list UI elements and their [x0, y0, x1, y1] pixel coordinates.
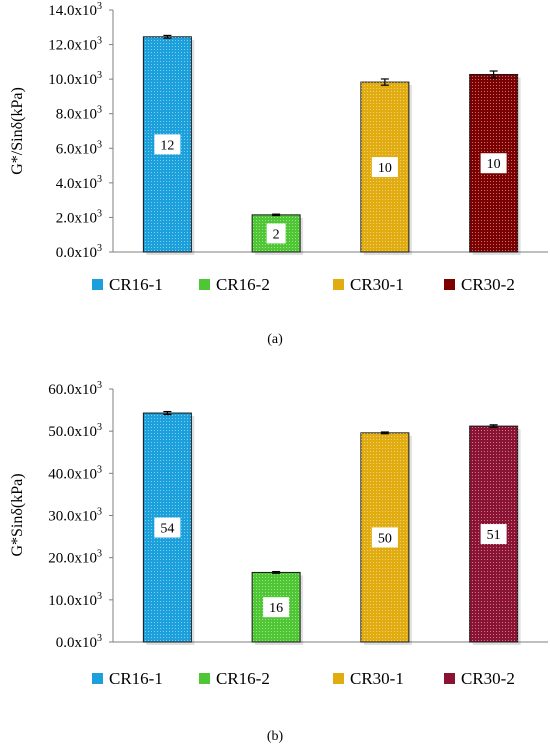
- y-tick-label: 2.0x103: [56, 208, 102, 226]
- y-tick-label: 50.0x103: [48, 422, 102, 440]
- legend-label: CR30-2: [461, 275, 515, 294]
- legend-label: CR30-2: [461, 669, 515, 688]
- y-tick-label: 20.0x103: [48, 549, 102, 567]
- y-tick-label: 10.0x103: [48, 70, 102, 88]
- y-tick-label: 6.0x103: [56, 139, 102, 157]
- y-tick-label: 14.0x103: [48, 1, 102, 19]
- figure-caption: (a): [267, 332, 283, 347]
- data-label: 10: [378, 161, 392, 176]
- y-tick-label: 60.0x103: [48, 380, 102, 398]
- legend-label: CR16-2: [216, 275, 270, 294]
- y-tick-label: 10.0x103: [48, 591, 102, 609]
- data-label: 54: [160, 522, 174, 537]
- chart-a: 0.0x103 2.0x103 4.0x103 6.0x103 8.0x103 10.0x…: [9, 1, 548, 347]
- legend-label: CR30-1: [350, 275, 404, 294]
- data-label: 2: [273, 227, 280, 242]
- y-tick-label: 0.0x103: [56, 633, 102, 651]
- y-axis-title: G*/Sinδ(kPa): [9, 87, 26, 175]
- data-label: 50: [378, 531, 392, 546]
- legend-swatch: [199, 279, 210, 290]
- data-label: 10: [487, 157, 501, 172]
- legend-swatch: [92, 279, 103, 290]
- data-label-box: [371, 157, 398, 178]
- figure-caption: (b): [267, 729, 284, 744]
- data-label-box: [154, 134, 181, 155]
- y-tick-label: 30.0x103: [48, 507, 102, 525]
- data-label-box: [266, 223, 286, 244]
- legend-swatch: [333, 279, 344, 290]
- chart-b: 0.0x103 10.0x103 20.0x103 30.0x103 40.0x103 5…: [9, 380, 548, 744]
- data-label-box: [263, 597, 290, 618]
- y-tick-label: 12.0x103: [48, 36, 102, 54]
- legend-label: CR16-1: [109, 275, 163, 294]
- legend-label: CR16-1: [109, 669, 163, 688]
- data-label: 51: [487, 528, 501, 543]
- y-axis-title: G*Sinδ(kPa): [9, 473, 26, 556]
- data-label-box: [371, 527, 398, 548]
- y-tick-label: 40.0x103: [48, 464, 102, 482]
- legend-swatch: [444, 279, 455, 290]
- legend-swatch: [199, 673, 210, 684]
- legend-swatch: [444, 673, 455, 684]
- y-tick-label: 0.0x103: [56, 243, 102, 261]
- data-label: 16: [269, 601, 283, 616]
- data-label: 12: [160, 138, 174, 153]
- legend-label: CR30-1: [350, 669, 404, 688]
- y-tick-label: 8.0x103: [56, 105, 102, 123]
- y-tick-label: 4.0x103: [56, 174, 102, 192]
- legend-swatch: [92, 673, 103, 684]
- data-label-box: [480, 153, 507, 174]
- data-label-box: [154, 517, 181, 538]
- data-label-box: [480, 524, 507, 545]
- legend-label: CR16-2: [216, 669, 270, 688]
- legend-swatch: [333, 673, 344, 684]
